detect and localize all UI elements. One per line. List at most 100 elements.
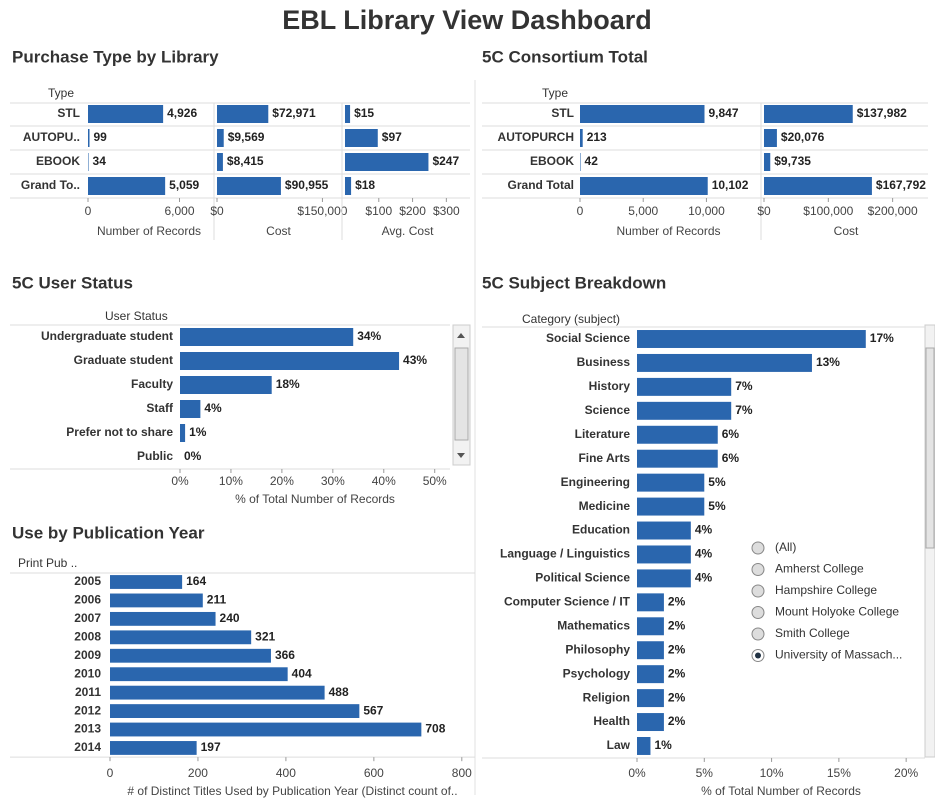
- value-label: $97: [382, 130, 402, 144]
- bar: [110, 704, 360, 718]
- row-header: Print Pub ..: [18, 556, 77, 570]
- filter-option[interactable]: Hampshire College: [775, 583, 877, 597]
- value-label: 567: [363, 703, 383, 717]
- x-tick-label: $300: [433, 204, 460, 218]
- value-label: 2%: [668, 642, 686, 656]
- bar: [637, 569, 691, 588]
- x-tick-label: 0: [85, 204, 92, 218]
- filter-option[interactable]: University of Massach...: [775, 648, 902, 662]
- bar: [345, 129, 378, 147]
- category-label: Religion: [583, 690, 630, 704]
- value-label: 708: [425, 722, 445, 736]
- value-label: 164: [186, 574, 206, 588]
- x-tick-label: $100,000: [803, 204, 853, 218]
- bar: [345, 105, 351, 123]
- value-label: $9,735: [774, 154, 811, 168]
- value-label: 5,059: [169, 178, 199, 192]
- value-label: 2%: [668, 690, 686, 704]
- bar: [345, 177, 352, 195]
- bar: [637, 521, 691, 540]
- radio-button[interactable]: [751, 563, 765, 576]
- value-label: 1%: [654, 738, 672, 752]
- category-label: Social Science: [546, 331, 630, 345]
- category-label: Literature: [575, 427, 631, 441]
- x-tick-label: 5%: [696, 766, 714, 780]
- row-header: Type: [48, 86, 74, 100]
- value-label: 9,847: [708, 106, 738, 120]
- category-label: Law: [607, 738, 631, 752]
- bar: [637, 593, 664, 612]
- value-label: 7%: [735, 403, 753, 417]
- value-label: 211: [207, 593, 227, 607]
- bar: [110, 648, 271, 663]
- bar: [637, 665, 664, 684]
- category-label: Philosophy: [565, 642, 630, 656]
- x-tick-label: 400: [276, 766, 296, 780]
- filter-option[interactable]: Mount Holyoke College: [775, 605, 899, 619]
- radio-button[interactable]: [751, 541, 765, 555]
- axis-title: % of Total Number of Records: [701, 784, 861, 798]
- axis-title: Number of Records: [97, 224, 201, 238]
- value-label: $72,971: [272, 106, 316, 120]
- radio-button[interactable]: [751, 584, 765, 598]
- x-tick-label: $0: [210, 204, 224, 218]
- scrollbar[interactable]: [924, 324, 935, 758]
- axis-title: Avg. Cost: [382, 224, 434, 238]
- axis-title: % of Total Number of Records: [235, 492, 395, 506]
- x-tick-label: 0: [107, 766, 114, 780]
- bar: [637, 497, 705, 516]
- bar: [637, 713, 664, 732]
- value-label: 18%: [276, 377, 300, 391]
- chart-title: Use by Publication Year: [12, 523, 205, 542]
- filter-option[interactable]: Amherst College: [775, 562, 864, 576]
- x-tick-label: 15%: [827, 766, 851, 780]
- value-label: 366: [275, 648, 295, 662]
- value-label: $18: [355, 178, 375, 192]
- category-label: 2006: [74, 593, 101, 607]
- value-label: 5%: [708, 475, 726, 489]
- bar: [110, 593, 203, 608]
- value-label: 240: [220, 611, 240, 625]
- value-label: 10,102: [712, 178, 749, 192]
- value-label: 488: [329, 685, 349, 699]
- category-label: 2009: [74, 648, 101, 662]
- value-label: 2%: [668, 618, 686, 632]
- scrollbar[interactable]: [452, 324, 471, 466]
- bar: [180, 328, 354, 346]
- radio-button[interactable]: [751, 606, 765, 619]
- category-label: Health: [593, 714, 630, 728]
- value-label: 99: [94, 130, 108, 144]
- value-label: 2%: [668, 666, 686, 680]
- filter-option[interactable]: Smith College: [775, 626, 850, 640]
- category-label: Science: [585, 403, 631, 417]
- filter-option[interactable]: (All): [775, 540, 796, 554]
- category-label: Graduate student: [74, 353, 173, 367]
- value-label: $137,982: [857, 106, 907, 120]
- value-label: 2%: [668, 595, 686, 609]
- value-label: $8,415: [227, 154, 264, 168]
- bar: [764, 153, 771, 171]
- value-label: $20,076: [781, 130, 825, 144]
- value-label: 13%: [816, 355, 840, 369]
- bar: [637, 377, 732, 396]
- value-label: $9,569: [228, 130, 265, 144]
- x-tick-label: 20%: [894, 766, 918, 780]
- x-tick-label: 6,000: [164, 204, 194, 218]
- category-label: Computer Science / IT: [504, 595, 631, 609]
- x-tick-label: 30%: [321, 474, 345, 488]
- category-label: 2014: [74, 740, 101, 754]
- bar: [217, 105, 269, 123]
- radio-button[interactable]: [751, 627, 765, 641]
- x-tick-label: 10%: [219, 474, 243, 488]
- x-tick-label: $150,000: [297, 204, 347, 218]
- bar: [110, 575, 183, 589]
- category-label: AUTOPU..: [23, 130, 80, 144]
- category-label: EBOOK: [530, 154, 574, 168]
- bar: [110, 667, 288, 682]
- axis-title: Cost: [834, 224, 859, 238]
- bar: [88, 177, 166, 195]
- bar: [764, 105, 853, 123]
- value-label: 4,926: [167, 106, 197, 120]
- value-label: 43%: [403, 353, 427, 367]
